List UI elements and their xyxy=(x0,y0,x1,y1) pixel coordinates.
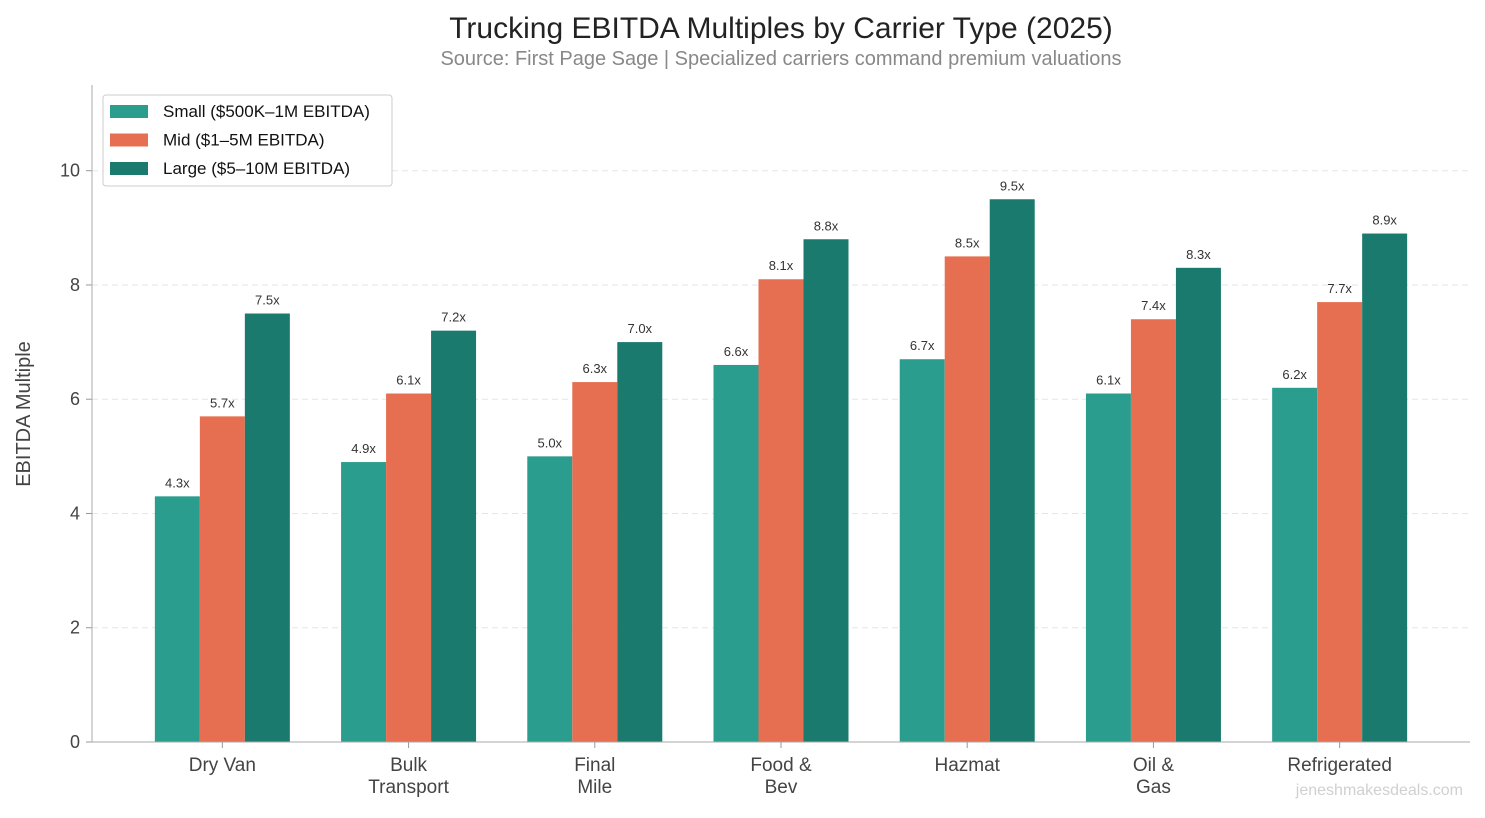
x-tick-label: Bulk xyxy=(390,755,427,776)
data-label: 5.0x xyxy=(537,435,562,450)
bar xyxy=(431,330,477,742)
y-tick-label: 10 xyxy=(60,161,80,181)
bar xyxy=(244,313,290,742)
x-tick-label: Oil & xyxy=(1133,755,1175,776)
data-label: 4.3x xyxy=(165,475,190,490)
bar xyxy=(527,456,573,742)
y-tick-label: 2 xyxy=(70,618,80,638)
legend-swatch xyxy=(110,162,148,175)
x-tick-label: Refrigerated xyxy=(1287,755,1392,776)
y-tick-label: 6 xyxy=(70,389,80,409)
data-label: 6.2x xyxy=(1282,367,1307,382)
y-tick-label: 8 xyxy=(70,275,80,295)
data-label: 5.7x xyxy=(210,395,235,410)
bar xyxy=(758,279,804,742)
x-tick-label: Food & xyxy=(750,755,812,776)
y-tick-label: 0 xyxy=(70,732,80,752)
data-label: 7.7x xyxy=(1327,281,1352,296)
bar xyxy=(572,382,618,742)
legend: Small ($500K–1M EBITDA) Mid ($1–5M EBITDA… xyxy=(102,94,393,187)
legend-swatch xyxy=(110,105,148,118)
x-tick-label: Dry Van xyxy=(189,755,256,776)
data-label: 6.1x xyxy=(1096,373,1121,388)
data-label: 8.1x xyxy=(769,258,794,273)
x-tick-label: Bev xyxy=(765,777,798,798)
data-label: 6.3x xyxy=(582,361,607,376)
bar xyxy=(1130,319,1176,742)
bar xyxy=(1272,387,1318,742)
chart-subtitle: Source: First Page Sage | Specialized ca… xyxy=(440,48,1121,70)
bar xyxy=(989,199,1035,742)
x-tick-label: Hazmat xyxy=(934,755,1000,776)
chart-title: Trucking EBITDA Multiples by Carrier Typ… xyxy=(449,12,1113,45)
watermark: jeneshmakesdeals.com xyxy=(1295,782,1463,799)
bar xyxy=(617,342,663,742)
bar xyxy=(944,256,990,742)
data-label: 6.7x xyxy=(910,338,935,353)
bar xyxy=(1362,233,1408,742)
bar xyxy=(199,416,245,742)
data-label: 9.5x xyxy=(1000,178,1025,193)
bar xyxy=(1175,267,1221,742)
x-tick-label: Gas xyxy=(1136,777,1171,798)
bar xyxy=(386,393,432,742)
y-axis-label: EBITDA Multiple xyxy=(13,341,35,487)
data-label: 8.9x xyxy=(1372,213,1397,228)
legend-label: Small ($500K–1M EBITDA) xyxy=(163,102,370,121)
data-label: 4.9x xyxy=(351,441,376,456)
bar xyxy=(713,364,759,742)
bar xyxy=(341,462,387,742)
data-label: 8.8x xyxy=(814,218,839,233)
data-label: 6.1x xyxy=(396,373,421,388)
data-label: 7.0x xyxy=(627,321,652,336)
legend-label: Large ($5–10M EBITDA) xyxy=(163,159,350,178)
y-tick-label: 4 xyxy=(70,503,80,523)
x-tick-label: Transport xyxy=(368,777,449,798)
data-label: 7.5x xyxy=(255,293,280,308)
legend-label: Mid ($1–5M EBITDA) xyxy=(163,131,325,150)
data-label: 8.5x xyxy=(955,235,980,250)
bars: 4.3x 5.7x 7.5x 4.9x 6.1x 7.2x 5.0x 6.3x 7.0x 6.6x… xyxy=(154,178,1408,742)
data-label: 6.6x xyxy=(724,344,749,359)
bar xyxy=(1317,302,1363,742)
bar xyxy=(899,359,945,742)
bar xyxy=(154,496,200,742)
legend-swatch xyxy=(110,133,148,147)
data-label: 7.4x xyxy=(1141,298,1166,313)
x-tick-label: Mile xyxy=(577,777,612,798)
data-label: 7.2x xyxy=(441,310,466,325)
data-label: 8.3x xyxy=(1186,247,1211,262)
legend-box xyxy=(102,94,393,187)
bar xyxy=(1085,393,1131,742)
bar xyxy=(803,239,849,742)
x-tick-label: Final xyxy=(574,755,615,776)
